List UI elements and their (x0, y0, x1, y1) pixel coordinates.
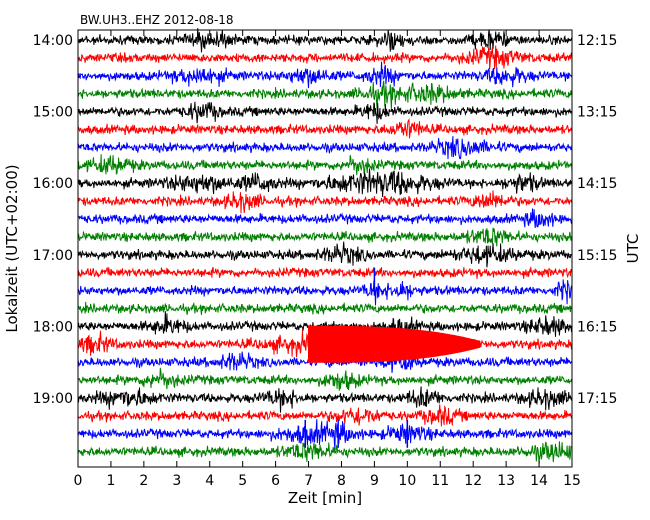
trace-row-1 (77, 45, 573, 70)
trace-row-6 (77, 136, 573, 160)
x-tick-label: 15 (563, 473, 581, 489)
trace-row-9 (77, 190, 573, 214)
trace-row-19 (77, 367, 573, 391)
x-tick-label: 6 (271, 473, 280, 489)
x-tick-label: 9 (370, 473, 379, 489)
left-y-tick-label: 14:00 (33, 33, 73, 49)
left-y-axis-label: Lokalzeit (UTC+02:00) (3, 164, 21, 332)
right-y-tick-label: 14:15 (577, 176, 617, 192)
event-waveform (308, 325, 481, 363)
trace-row-0 (77, 28, 573, 53)
x-tick-label: 7 (304, 473, 313, 489)
x-tick-label: 5 (238, 473, 247, 489)
right-y-tick-label: 15:15 (577, 248, 617, 264)
x-tick-label: 8 (337, 473, 346, 489)
plot-frame (77, 29, 573, 468)
x-tick-label: 2 (139, 473, 148, 489)
x-tick-label: 11 (431, 473, 449, 489)
left-y-tick-label: 18:00 (33, 319, 73, 335)
x-tick-label: 4 (205, 473, 214, 489)
trace-row-16 (77, 311, 573, 338)
trace-row-3 (77, 80, 573, 110)
left-y-tick-label: 17:00 (33, 248, 73, 264)
right-y-tick-label: 13:15 (577, 105, 617, 121)
x-tick-label: 1 (106, 473, 115, 489)
x-tick-label: 0 (74, 473, 83, 489)
trace-row-14 (77, 279, 573, 306)
x-tick-label: 10 (398, 473, 416, 489)
x-axis-label: Zeit [min] (288, 489, 362, 507)
right-y-tick-label: 17:15 (577, 391, 617, 407)
trace-row-22 (77, 419, 573, 451)
right-y-tick-label: 12:15 (577, 33, 617, 49)
left-y-tick-label: 16:00 (33, 176, 73, 192)
trace-group (77, 28, 573, 464)
y-axis-ticks: 14:00 15:00 16:00 17:00 18:00 19:00 12:15 13:15… (33, 33, 618, 407)
trace-row-2 (77, 61, 573, 89)
x-tick-label: 13 (497, 473, 515, 489)
chart-title: BW.UH3..EHZ 2012-08-18 (80, 13, 234, 27)
trace-row-7 (77, 154, 573, 176)
x-axis-ticks: 0 1 2 3 4 5 6 7 8 9 10 11 12 13 14 15 (74, 30, 581, 489)
trace-row-23 (77, 441, 573, 464)
trace-row-13 (77, 266, 573, 279)
trace-row-5 (77, 118, 573, 139)
trace-row-15 (77, 301, 573, 316)
trace-row-8 (77, 168, 573, 198)
x-tick-label: 12 (464, 473, 482, 489)
right-y-axis-label: UTC (624, 234, 642, 264)
trace-row-21 (77, 404, 573, 427)
left-y-tick-label: 15:00 (33, 105, 73, 121)
trace-row-20 (77, 386, 573, 413)
trace-row-11 (77, 227, 573, 247)
x-tick-label: 3 (172, 473, 181, 489)
right-y-tick-label: 16:15 (577, 319, 617, 335)
trace-row-12 (77, 241, 573, 268)
x-tick-label: 14 (530, 473, 548, 489)
trace-row-4 (77, 101, 573, 124)
left-y-tick-label: 19:00 (33, 391, 73, 407)
trace-row-10 (77, 208, 573, 229)
